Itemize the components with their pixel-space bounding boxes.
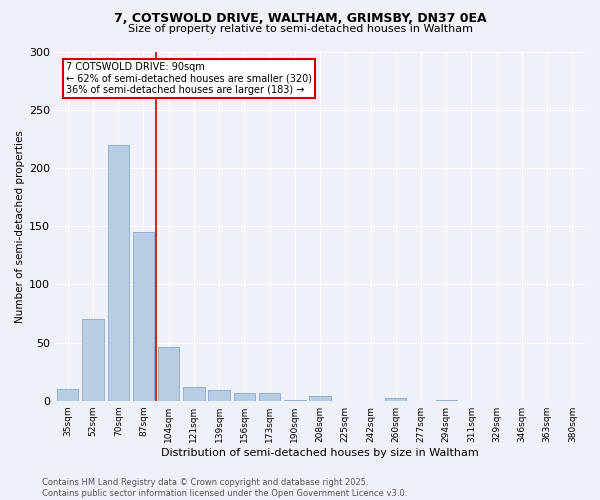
Text: Contains HM Land Registry data © Crown copyright and database right 2025.
Contai: Contains HM Land Registry data © Crown c… xyxy=(42,478,407,498)
Text: Size of property relative to semi-detached houses in Waltham: Size of property relative to semi-detach… xyxy=(128,24,473,34)
Bar xyxy=(259,392,280,400)
Text: 7 COTSWOLD DRIVE: 90sqm
← 62% of semi-detached houses are smaller (320)
36% of s: 7 COTSWOLD DRIVE: 90sqm ← 62% of semi-de… xyxy=(66,62,312,95)
Bar xyxy=(183,386,205,400)
X-axis label: Distribution of semi-detached houses by size in Waltham: Distribution of semi-detached houses by … xyxy=(161,448,479,458)
Y-axis label: Number of semi-detached properties: Number of semi-detached properties xyxy=(15,130,25,322)
Bar xyxy=(133,232,154,400)
Bar xyxy=(208,390,230,400)
Text: 7, COTSWOLD DRIVE, WALTHAM, GRIMSBY, DN37 0EA: 7, COTSWOLD DRIVE, WALTHAM, GRIMSBY, DN3… xyxy=(113,12,487,26)
Bar xyxy=(233,392,255,400)
Bar xyxy=(82,319,104,400)
Bar xyxy=(57,389,79,400)
Bar xyxy=(385,398,406,400)
Bar xyxy=(310,396,331,400)
Bar xyxy=(158,347,179,401)
Bar xyxy=(107,144,129,400)
